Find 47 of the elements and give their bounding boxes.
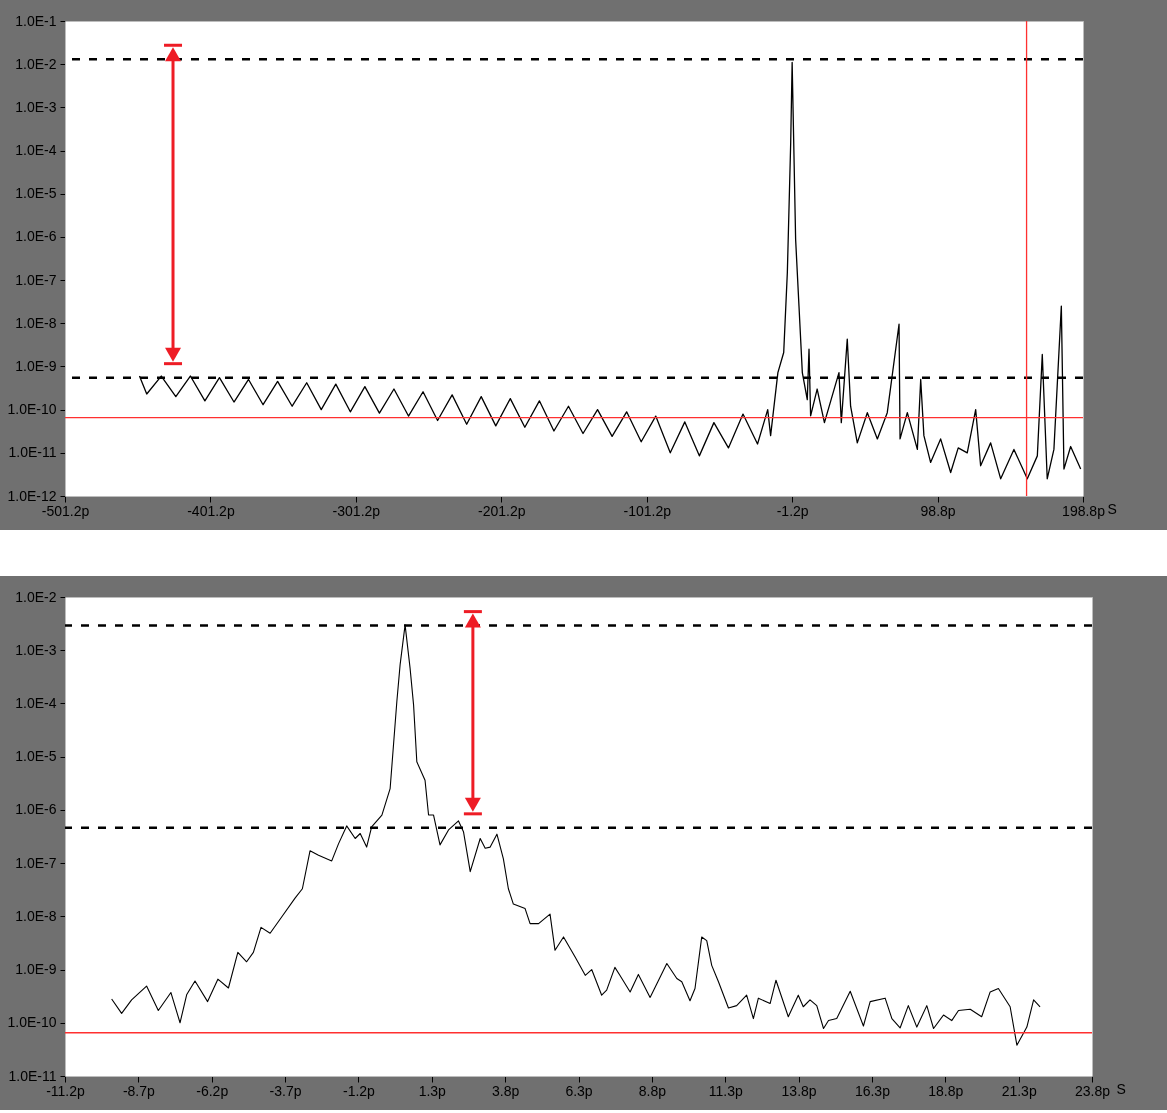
x-tick-label: -1.2p	[342, 1082, 376, 1099]
y-tick-label: 1.0E-4	[15, 694, 57, 711]
x-tick-label: 198.8p	[1062, 502, 1106, 519]
x-tick-label: 1.3p	[418, 1082, 447, 1099]
y-tick-label: 1.0E-1	[15, 12, 57, 29]
y-tick-label: 1.0E-9	[15, 357, 57, 374]
y-tick-label: 1.0E-8	[15, 314, 57, 331]
x-tick-label: 98.8p	[920, 502, 956, 519]
x-tick-label: -201.2p	[478, 502, 526, 519]
x-tick-label: -1.2p	[776, 502, 809, 519]
x-tick-label: -6.2p	[196, 1082, 229, 1099]
y-tick-label: 1.0E-5	[15, 185, 57, 202]
y-tick-label: 1.0E-12	[7, 487, 57, 504]
y-tick-label: 1.0E-10	[7, 401, 57, 418]
x-tick-label: 21.3p	[1001, 1082, 1037, 1099]
x-tick-label: 18.8p	[928, 1082, 964, 1099]
x-tick-label: 6.3p	[565, 1082, 593, 1099]
y-tick-label: 1.0E-3	[15, 641, 57, 658]
y-tick-label: 1.0E-5	[15, 748, 57, 765]
y-tick-label: 1.0E-8	[15, 907, 57, 924]
y-tick-label: 1.0E-3	[15, 98, 57, 115]
y-tick-label: 1.0E-2	[15, 55, 57, 72]
x-tick-label: 16.3p	[854, 1082, 891, 1099]
x-tick-label: -101.2p	[623, 502, 672, 519]
x-tick-label: 23.8p	[1074, 1082, 1111, 1099]
y-tick-label: 1.0E-4	[15, 142, 57, 159]
y-tick-label: 1.0E-7	[15, 271, 57, 288]
y-tick-label: 1.0E-6	[15, 228, 57, 245]
y-tick-label: 1.0E-9	[15, 961, 57, 978]
y-tick-label: 1.0E-10	[7, 1014, 57, 1031]
x-axis-title: S	[1107, 500, 1117, 517]
y-tick-label: 1.0E-2	[15, 588, 57, 605]
y-tick-label: 1.0E-11	[8, 444, 57, 461]
y-tick-label: 1.0E-7	[15, 854, 57, 871]
y-tick-label: 1.0E-11	[8, 1067, 57, 1084]
x-tick-label: 3.8p	[492, 1082, 520, 1099]
x-tick-label: 13.8p	[781, 1082, 817, 1099]
x-tick-label: -301.2p	[332, 502, 381, 519]
x-tick-label: -3.7p	[269, 1082, 302, 1099]
x-tick-label: -501.2p	[41, 502, 90, 519]
x-axis-title: S	[1116, 1080, 1126, 1097]
x-tick-label: -11.2p	[46, 1082, 86, 1099]
x-tick-label: 8.8p	[638, 1082, 667, 1099]
x-tick-label: 11.3p	[708, 1082, 743, 1099]
x-tick-label: -8.7p	[122, 1082, 156, 1099]
x-tick-label: -401.2p	[187, 502, 235, 519]
y-tick-label: 1.0E-6	[15, 801, 57, 818]
